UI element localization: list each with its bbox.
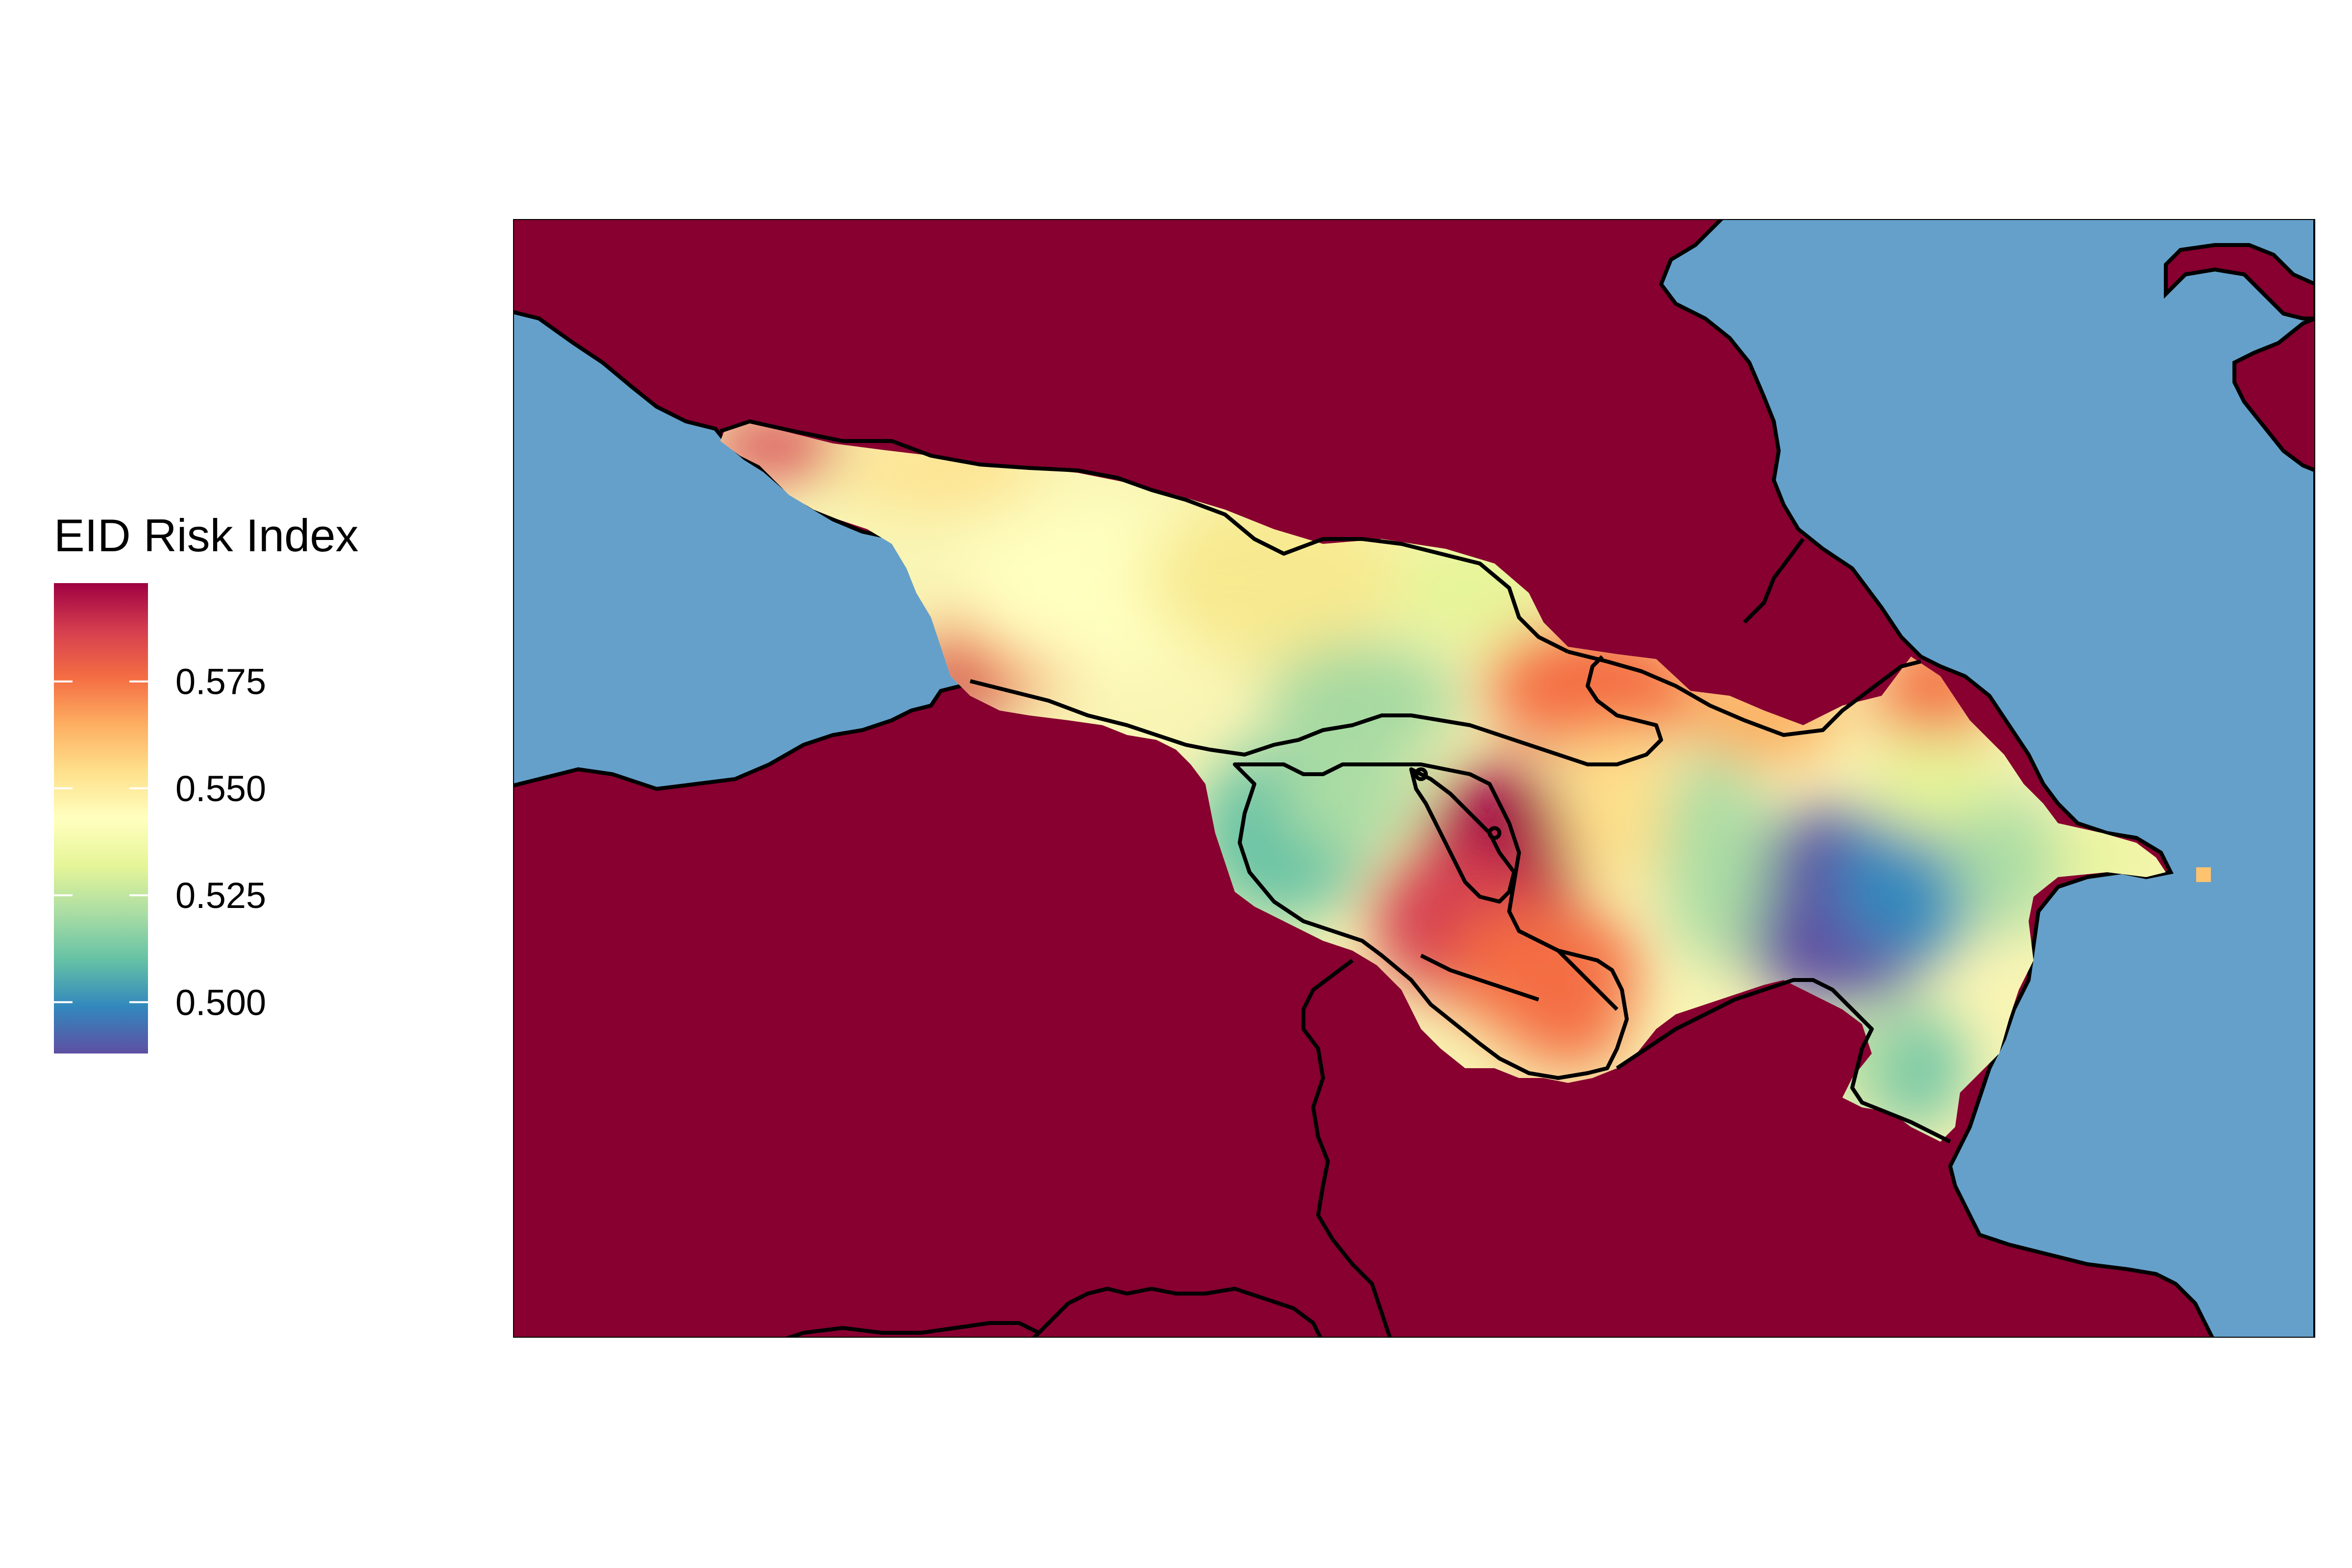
caspian-north-shore: [2164, 243, 2315, 320]
legend-title: EID Risk Index: [54, 510, 359, 561]
legend-colorbar: [54, 583, 148, 1054]
legend-ticks: 0.575 0.550 0.525 0.500: [54, 662, 266, 1023]
legend-tick-label: 0.500: [175, 982, 266, 1023]
caspian-sea: [1659, 219, 2315, 1338]
absheron-cell: [2196, 867, 2211, 882]
country-borders: [719, 419, 1951, 1338]
map-panel: [513, 219, 2315, 1338]
legend: EID Risk Index 0.575 0.550 0.525 0.500: [54, 510, 359, 1054]
legend-tick-label: 0.525: [175, 875, 266, 916]
legend-tick-label: 0.550: [175, 768, 266, 809]
legend-tick-label: 0.575: [175, 662, 266, 702]
